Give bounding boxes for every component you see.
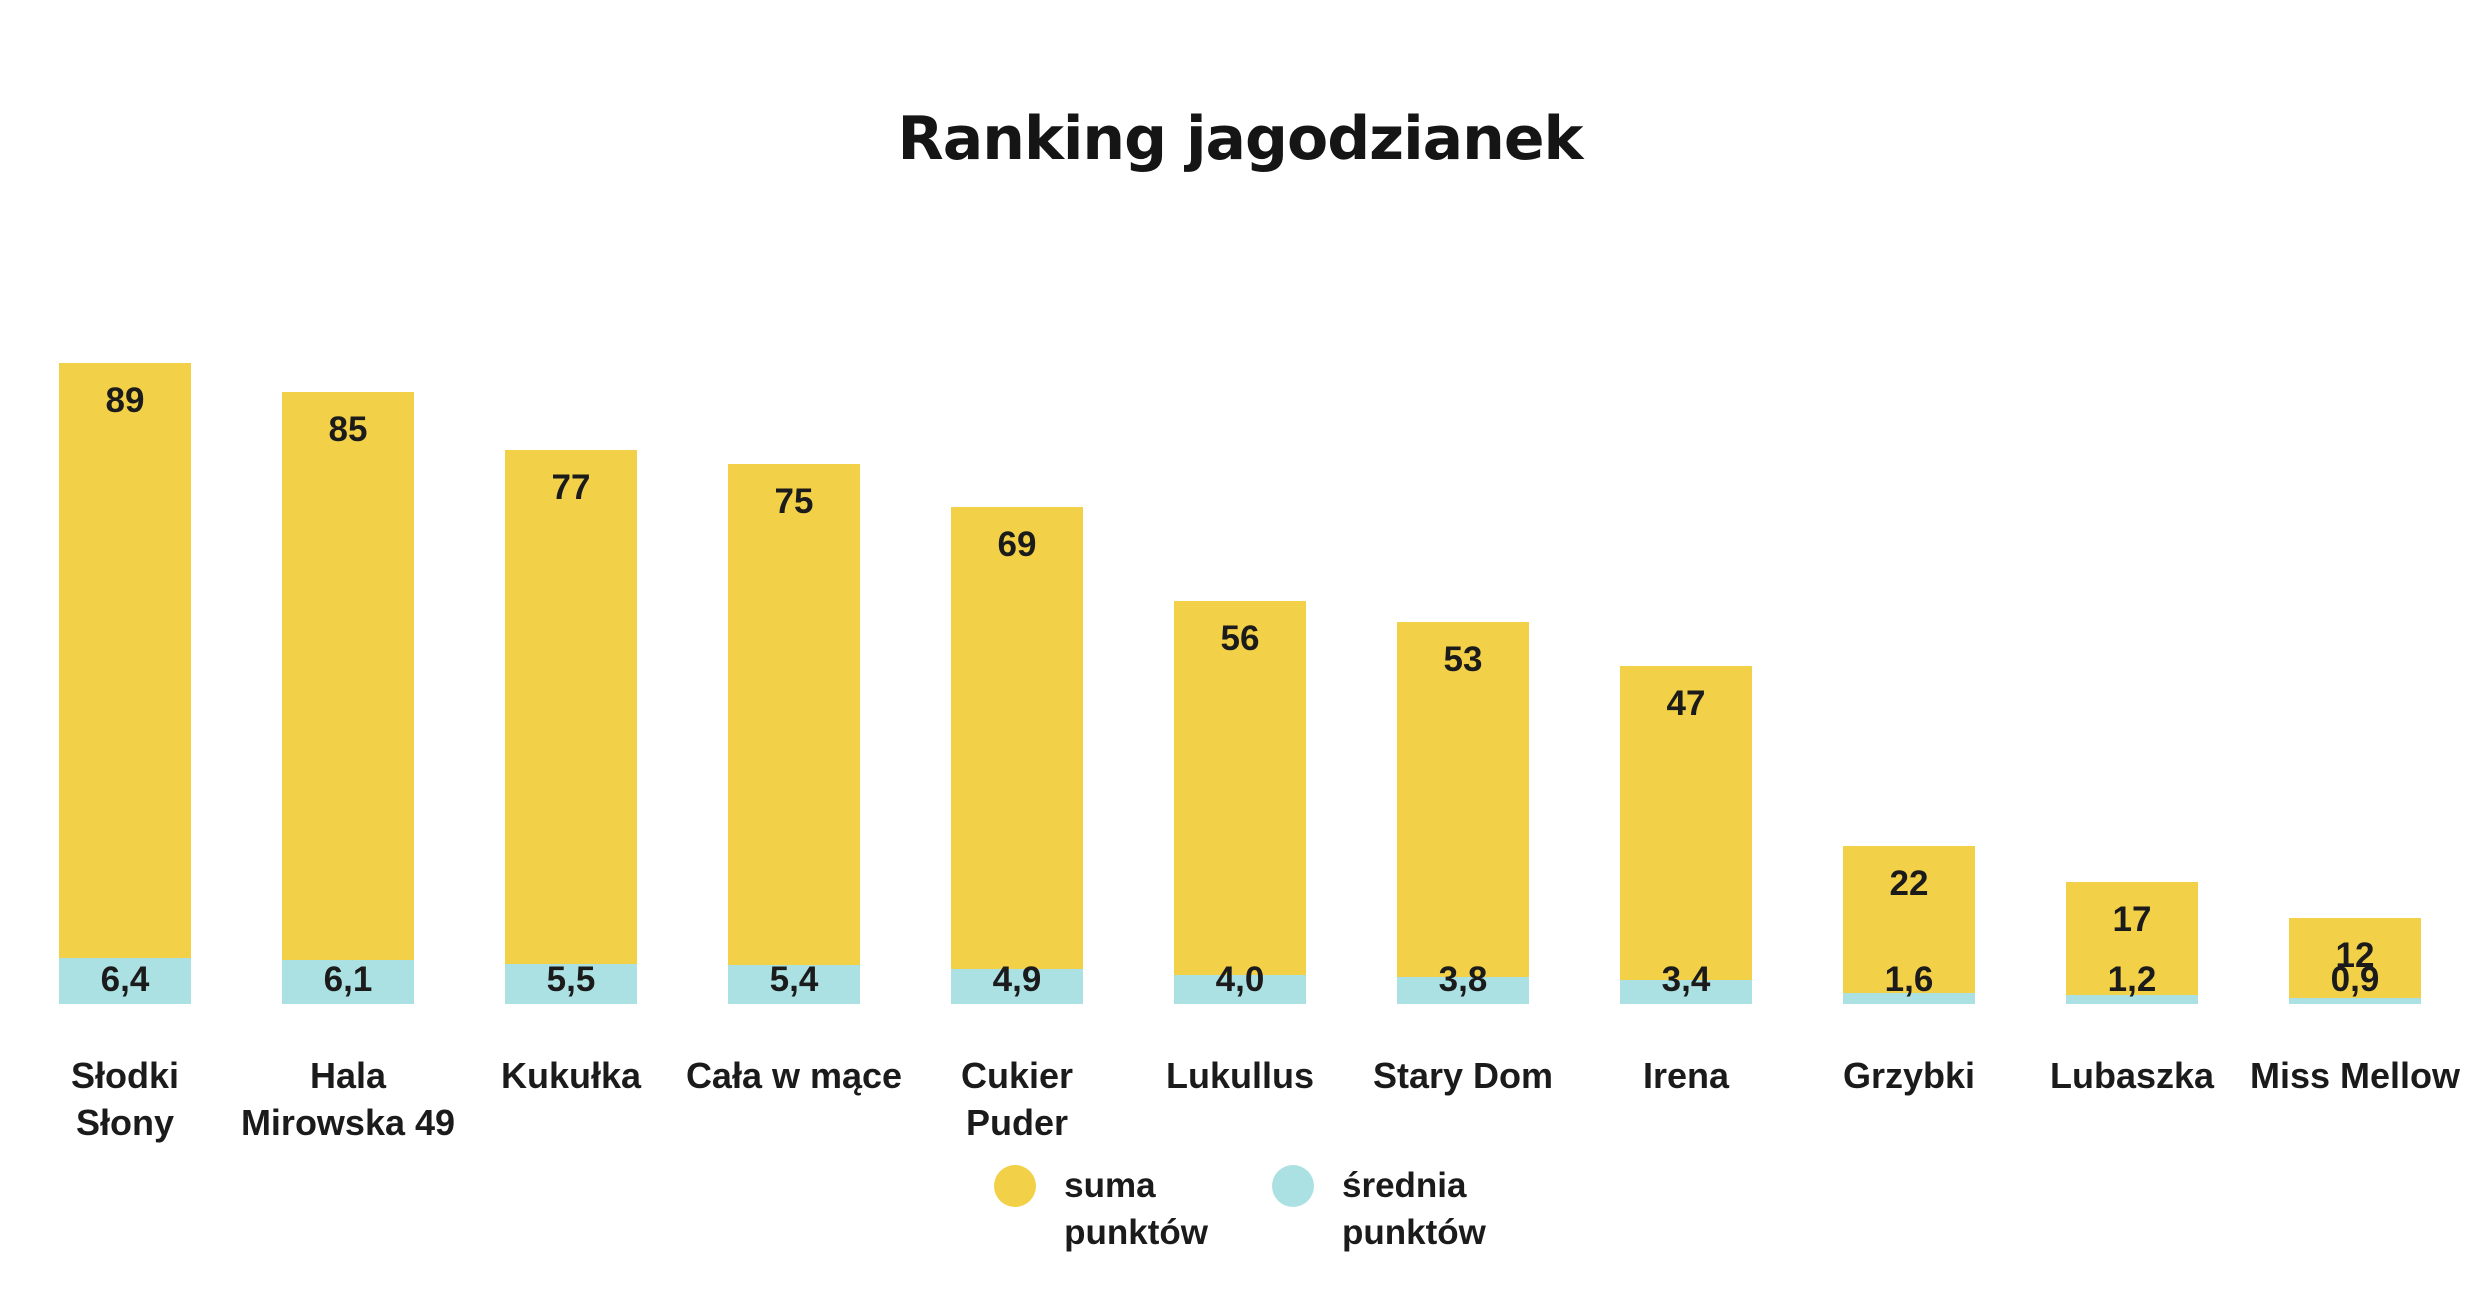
- bar-avg-segment: [59, 957, 191, 1004]
- bar-avg-value-label: 4,9: [992, 960, 1042, 999]
- bar-avg-segment: [1174, 975, 1306, 1004]
- bar-sum-value-label: 77: [551, 467, 591, 507]
- bar-sum-segment: 89 6,4: [59, 363, 191, 1004]
- bar-category-label: Miss Mellow: [2249, 1055, 2461, 1096]
- bar-category-label: Hala Mirowska 49: [240, 1055, 456, 1143]
- bar-sum-segment: 85 6,1: [282, 392, 414, 1004]
- bar-avg-segment: [2066, 995, 2198, 1004]
- bar-avg-value-label: 6,1: [323, 960, 373, 999]
- bar-avg-segment: [282, 960, 414, 1004]
- bar-avg-segment: [1843, 992, 1975, 1004]
- bar-avg-segment: [1397, 976, 1529, 1004]
- bar-column: 12 0,9 Miss Mellow: [2235, 0, 2475, 1302]
- bar-sum-segment: 56 4,0: [1174, 600, 1306, 1004]
- bar-sum-segment: 47 3,4: [1620, 665, 1752, 1004]
- legend-item-srednia-punktow: średnia punktów: [1272, 1162, 1486, 1256]
- bar-column: 53 3,8 Stary Dom: [1343, 0, 1583, 1302]
- bar-avg-value-label: 3,8: [1438, 960, 1488, 999]
- bar-sum-segment: 17 1,2: [2066, 881, 2198, 1004]
- bar-avg-segment: [1620, 979, 1752, 1004]
- bar-category-label: Grzybki: [1842, 1055, 1976, 1096]
- bar-category-label: Cała w mące: [685, 1055, 903, 1096]
- legend-swatch-suma-icon: [994, 1165, 1037, 1207]
- bar-sum-segment: 77 5,5: [505, 449, 637, 1004]
- bar-sum-segment: 53 3,8: [1397, 622, 1529, 1004]
- bar-avg-segment: [728, 965, 860, 1004]
- bar-sum-segment: 75 5,4: [728, 464, 860, 1004]
- bar-category-label: Lukullus: [1165, 1055, 1314, 1096]
- bar-sum-segment: 69 4,9: [951, 507, 1083, 1004]
- bar-column: 47 3,4 Irena: [1566, 0, 1806, 1302]
- legend-swatch-srednia-icon: [1272, 1165, 1314, 1207]
- bar-avg-segment: [505, 964, 637, 1004]
- bar-category-label: Cukier Puder: [960, 1055, 1074, 1143]
- bar-avg-value-label: 4,0: [1215, 960, 1265, 999]
- bar-sum-value-label: 22: [1889, 863, 1929, 903]
- bar-column: 17 1,2 Lubaszka: [2012, 0, 2252, 1302]
- bar-category-label: Stary Dom: [1372, 1055, 1554, 1096]
- bar-column: 69 4,9 Cukier Puder: [897, 0, 1137, 1302]
- bar-category-label: Kukułka: [500, 1055, 642, 1096]
- bar-sum-value-label: 75: [774, 482, 814, 521]
- bar-column: 22 1,6 Grzybki: [1789, 0, 2029, 1302]
- bar-sum-value-label: 89: [105, 381, 145, 421]
- bar-sum-value-label: 85: [328, 410, 368, 449]
- bar-column: 77 5,5 Kukułka: [451, 0, 691, 1302]
- legend-label-srednia: średnia punktów: [1342, 1166, 1486, 1252]
- bar-column: 85 6,1 Hala Mirowska 49: [228, 0, 468, 1302]
- bar-sum-segment: 22 1,6: [1843, 845, 1975, 1004]
- chart-title: Ranking jagodzianek: [897, 104, 1584, 174]
- bar-sum-value-label: 17: [2112, 899, 2152, 939]
- bar-avg-value-label: 0,9: [2330, 960, 2380, 999]
- bar-avg-value-label: 1,2: [2107, 960, 2157, 999]
- bar-column: 75 5,4 Cała w mące: [674, 0, 914, 1302]
- bar-sum-value-label: 47: [1666, 683, 1706, 723]
- bar-sum-value-label: 69: [997, 525, 1037, 565]
- legend-label-suma: suma punktów: [1064, 1166, 1208, 1252]
- bar-avg-value-label: 3,4: [1661, 960, 1711, 999]
- bar-sum-value-label: 53: [1443, 640, 1483, 680]
- bar-column: 89 6,4 Słodki Słony: [5, 0, 245, 1302]
- bar-avg-value-label: 6,4: [100, 960, 150, 999]
- bar-sum-value-label: 12: [2335, 935, 2375, 975]
- bar-category-label: Irena: [1642, 1055, 1730, 1096]
- bar-avg-segment: [2289, 997, 2421, 1004]
- bar-avg-segment: [951, 968, 1083, 1004]
- bar-category-label: Słodki Słony: [70, 1055, 180, 1143]
- bar-category-label: Lubaszka: [2049, 1055, 2215, 1096]
- bar-avg-value-label: 5,4: [769, 960, 819, 999]
- bar-avg-value-label: 5,5: [546, 960, 596, 999]
- bar-sum-segment: 12 0,9: [2289, 917, 2421, 1004]
- bar-sum-value-label: 56: [1220, 618, 1260, 658]
- legend-item-suma-punktow: suma punktów: [994, 1162, 1208, 1256]
- bar-column: 56 4,0 Lukullus: [1120, 0, 1360, 1302]
- legend: suma punktów średnia punktów: [0, 1162, 2480, 1256]
- bar-avg-value-label: 1,6: [1884, 960, 1934, 999]
